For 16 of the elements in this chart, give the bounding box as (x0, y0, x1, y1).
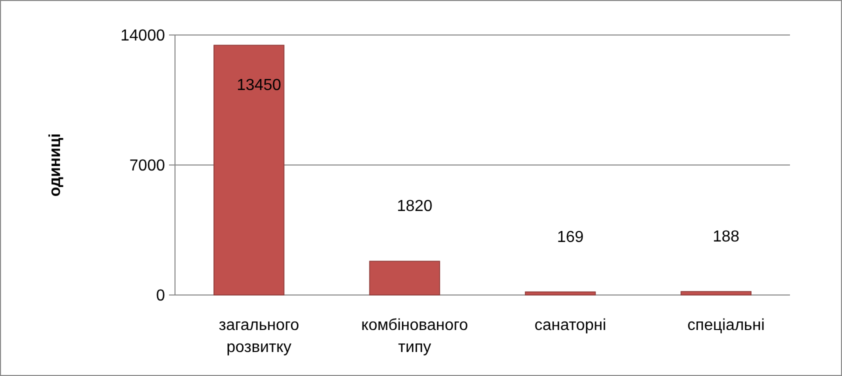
y-tick-label: 14000 (120, 28, 166, 45)
x-tick-label: спеціальні (687, 317, 765, 334)
x-tick-label: загального розвитку (218, 317, 300, 356)
bar (214, 44, 284, 296)
y-tick-label: 7000 (129, 158, 166, 175)
bar (369, 260, 440, 296)
bar (524, 291, 596, 296)
data-label: 169 (556, 228, 584, 246)
y-tick-label: 0 (156, 288, 166, 305)
y-axis-title: одиниці (47, 133, 64, 197)
data-label: 1820 (396, 198, 433, 216)
x-tick-label: санаторні (534, 317, 606, 334)
data-label: 188 (712, 228, 740, 246)
bar (680, 291, 752, 296)
data-label: 13450 (236, 77, 282, 94)
x-tick-label: комбінованого типу (361, 317, 468, 356)
